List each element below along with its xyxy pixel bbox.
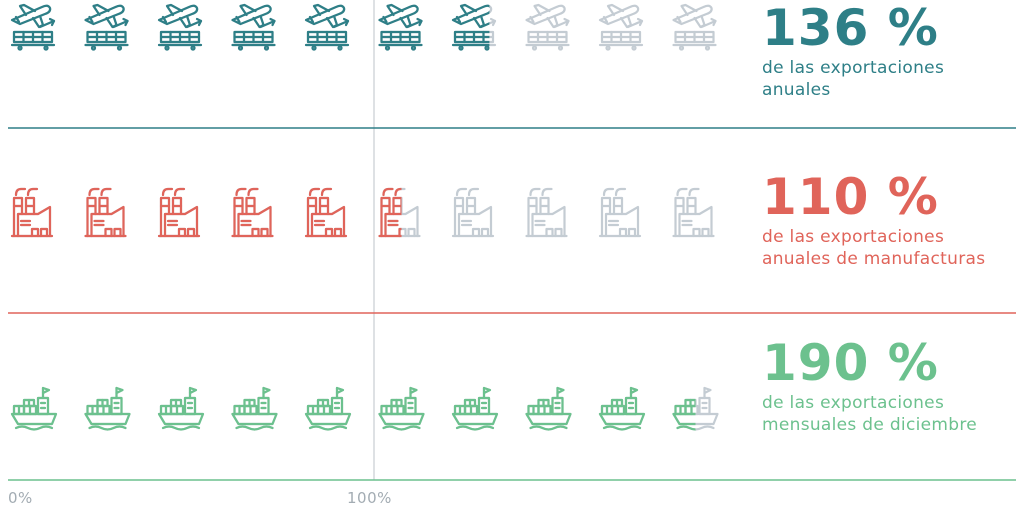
plane-cargo-icon — [525, 3, 570, 51]
exports-description-line-1: de las exportaciones — [762, 58, 945, 78]
factory-icon — [84, 187, 127, 238]
plane-cargo-icon — [378, 3, 423, 51]
ship-icon — [157, 386, 205, 431]
plane-cargo-icon — [231, 3, 276, 51]
factory-icon — [304, 187, 348, 238]
ship-icon — [231, 386, 278, 431]
ship-icon — [304, 386, 352, 431]
december-description: de las exportaciones mensuales de diciem… — [762, 392, 977, 436]
plane-cargo-icon — [157, 3, 203, 51]
exports-percentage: 136 % — [762, 0, 939, 57]
plane-cargo-icon — [451, 3, 497, 51]
row-label-manufactures: 110 % de las exportaciones anuales de ma… — [762, 172, 985, 270]
manufactures-description-line-1: de las exportaciones — [762, 227, 945, 247]
ship-icon — [378, 386, 425, 431]
ship-icon — [451, 386, 499, 431]
factory-icon — [451, 187, 495, 238]
row-label-exports: 136 % de las exportaciones anuales — [762, 3, 944, 101]
manufactures-description: de las exportaciones anuales de manufact… — [762, 226, 985, 270]
factory-icon — [525, 187, 568, 238]
ship-icon — [598, 386, 646, 431]
ship-icon — [84, 386, 131, 431]
plane-cargo-icon — [10, 3, 56, 51]
plane-cargo-icon — [304, 3, 350, 51]
axis-label-100: 100% — [347, 489, 392, 507]
factory-icon — [598, 187, 642, 238]
axis-label-0: 0% — [8, 489, 33, 507]
december-description-line-2: mensuales de diciembre — [762, 415, 978, 435]
exports-description: de las exportaciones anuales — [762, 57, 944, 101]
plane-cargo-icon — [672, 3, 717, 51]
ship-icon — [672, 386, 719, 431]
ship-icon — [525, 386, 572, 431]
row-label-december: 190 % de las exportaciones mensuales de … — [762, 338, 977, 436]
manufactures-description-line-2: anuales de manufacturas — [762, 249, 986, 269]
december-description-line-1: de las exportaciones — [762, 393, 945, 413]
factory-icon — [10, 187, 54, 238]
exports-description-line-2: anuales — [762, 80, 831, 100]
factory-icon — [672, 187, 715, 238]
factory-icon — [231, 187, 274, 238]
plane-cargo-icon — [84, 3, 129, 51]
factory-icon — [157, 187, 201, 238]
plane-cargo-icon — [598, 3, 644, 51]
manufactures-percentage: 110 % — [762, 168, 939, 226]
december-percentage: 190 % — [762, 334, 939, 392]
ship-icon — [10, 386, 58, 431]
factory-icon — [378, 187, 421, 238]
